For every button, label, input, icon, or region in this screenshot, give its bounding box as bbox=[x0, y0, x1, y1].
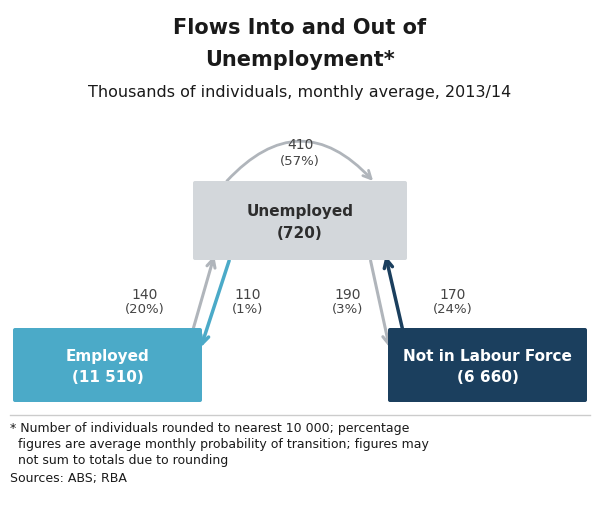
Text: Thousands of individuals, monthly average, 2013/14: Thousands of individuals, monthly averag… bbox=[88, 85, 512, 100]
Text: Sources: ABS; RBA: Sources: ABS; RBA bbox=[10, 472, 127, 485]
FancyBboxPatch shape bbox=[388, 328, 587, 402]
FancyBboxPatch shape bbox=[193, 181, 407, 260]
Text: not sum to totals due to rounding: not sum to totals due to rounding bbox=[10, 454, 228, 467]
Text: (11 510): (11 510) bbox=[71, 370, 143, 385]
Text: (1%): (1%) bbox=[232, 303, 263, 317]
Text: (6 660): (6 660) bbox=[457, 370, 518, 385]
Text: 190: 190 bbox=[335, 288, 361, 302]
Text: * Number of individuals rounded to nearest 10 000; percentage: * Number of individuals rounded to neare… bbox=[10, 422, 409, 435]
Text: Employed: Employed bbox=[65, 349, 149, 364]
Text: Unemployment*: Unemployment* bbox=[205, 50, 395, 70]
Text: (24%): (24%) bbox=[433, 303, 473, 317]
Text: 170: 170 bbox=[440, 288, 466, 302]
Text: (20%): (20%) bbox=[125, 303, 165, 317]
Text: 140: 140 bbox=[132, 288, 158, 302]
Text: (3%): (3%) bbox=[332, 303, 364, 317]
Text: Flows Into and Out of: Flows Into and Out of bbox=[173, 18, 427, 38]
Text: figures are average monthly probability of transition; figures may: figures are average monthly probability … bbox=[10, 438, 429, 451]
Text: Unemployed: Unemployed bbox=[247, 204, 353, 219]
Text: (720): (720) bbox=[277, 227, 323, 242]
Text: 110: 110 bbox=[235, 288, 261, 302]
FancyBboxPatch shape bbox=[13, 328, 202, 402]
Text: 410: 410 bbox=[287, 138, 313, 152]
Text: (57%): (57%) bbox=[280, 154, 320, 167]
Text: Not in Labour Force: Not in Labour Force bbox=[403, 349, 572, 364]
